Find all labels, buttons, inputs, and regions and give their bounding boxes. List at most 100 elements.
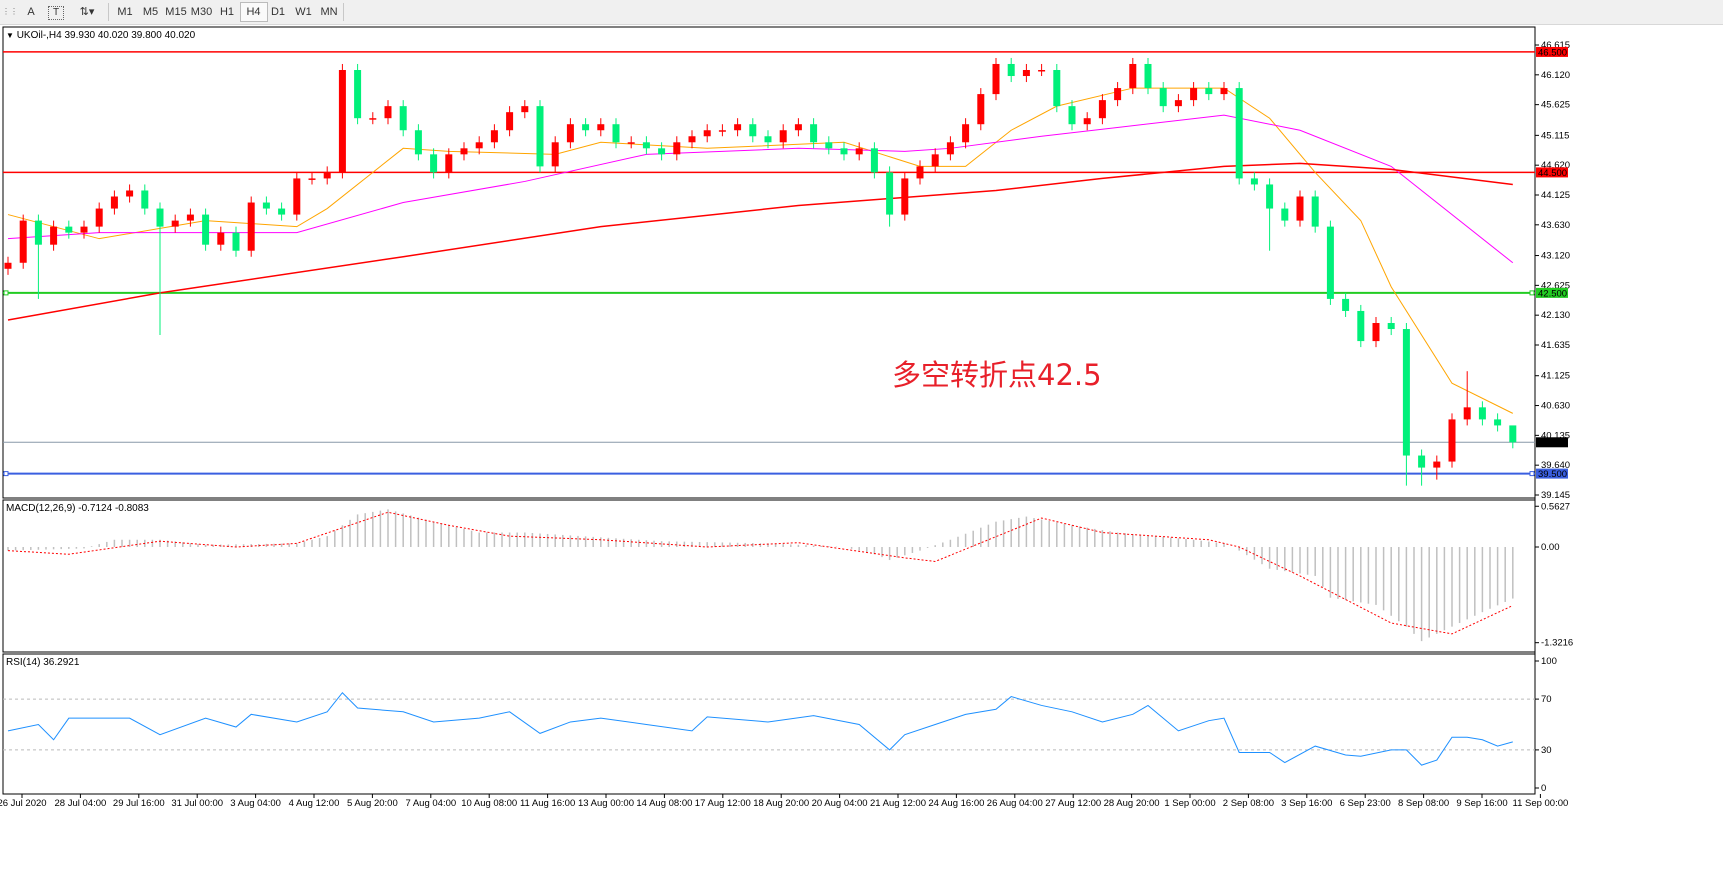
rsi-tick-label: 70 <box>1541 694 1552 705</box>
candle <box>1144 57 1152 95</box>
time-tick-label: 11 Sep 00:00 <box>1512 798 1568 809</box>
candle <box>1433 455 1441 480</box>
candle-body <box>1159 88 1167 107</box>
candle <box>1387 316 1395 336</box>
candle-body <box>521 106 529 113</box>
candle-body <box>1235 88 1243 179</box>
candle-body <box>1250 178 1258 185</box>
candle-body <box>1281 208 1289 221</box>
candle <box>1205 82 1213 101</box>
candle <box>1418 449 1426 486</box>
ma-mid-line <box>7 114 1514 264</box>
candle <box>110 190 118 215</box>
candle <box>95 202 103 233</box>
candle-body <box>95 208 103 227</box>
candle-body <box>627 142 635 144</box>
toolbar: ⋮⋮ A T ⇅▾ M1 M5 M15 M30 H1 H4 D1 W1 MN <box>0 0 1723 25</box>
candle-body <box>19 220 27 263</box>
candle-body <box>1022 69 1030 77</box>
price-tick-label: 43.120 <box>1541 251 1570 262</box>
candle-body <box>141 190 149 209</box>
candle <box>749 118 757 143</box>
macd-signal-line <box>7 511 1514 635</box>
candle <box>1509 425 1517 449</box>
time-tick-label: 6 Sep 23:00 <box>1340 798 1391 809</box>
candle-body <box>1007 63 1015 77</box>
timeframe-w1[interactable]: W1 <box>295 6 312 18</box>
candle <box>566 118 574 149</box>
timeframe-m15[interactable]: M15 <box>165 6 187 18</box>
price-tick-label: 42.130 <box>1541 310 1570 321</box>
rsi-tick-label: 30 <box>1541 745 1552 756</box>
candle-body <box>688 136 696 143</box>
candle <box>1372 316 1380 348</box>
candle <box>1114 82 1122 107</box>
timeframe-d1[interactable]: D1 <box>270 6 286 18</box>
candle <box>445 148 453 179</box>
pane-frame-0 <box>2 26 1536 499</box>
candle-body <box>1068 106 1076 125</box>
candle-body <box>551 142 559 167</box>
candle-body <box>794 124 802 131</box>
candle-body <box>764 136 772 143</box>
candle <box>1129 57 1137 95</box>
candle <box>1478 401 1486 426</box>
candle-body <box>1296 196 1304 221</box>
crosshair-grid-icon[interactable]: ⋮⋮ <box>2 7 18 16</box>
chart-annotation: 多空转折点42.5 <box>892 358 1102 392</box>
triangle-down-icon[interactable]: ▼ <box>6 31 14 40</box>
time-tick-label: 3 Aug 04:00 <box>230 798 281 809</box>
time-tick-label: 21 Aug 12:00 <box>870 798 926 809</box>
current-price-label: 40.020 <box>1538 438 1567 449</box>
candle <box>886 166 894 227</box>
candle <box>338 63 346 179</box>
price-tick-label: 44.620 <box>1541 160 1570 171</box>
level-44-500-label: 44.500 <box>1538 168 1567 179</box>
candle <box>1159 82 1167 113</box>
macd-tick-label: 0.00 <box>1541 542 1560 553</box>
candle <box>490 124 498 149</box>
candle <box>1296 190 1304 227</box>
candle-body <box>886 172 894 215</box>
candle <box>384 100 392 125</box>
candle-body <box>1266 184 1274 209</box>
candle <box>262 196 270 215</box>
candle-body <box>34 220 42 245</box>
price-tick-label: 44.125 <box>1541 190 1570 201</box>
level-44-500-tag <box>1536 167 1568 178</box>
arrows-icon[interactable]: ⇅▾ <box>79 6 95 18</box>
candle <box>597 118 605 137</box>
candle <box>1174 94 1182 113</box>
candle <box>658 142 666 161</box>
level-42-500-label: 42.500 <box>1538 288 1567 299</box>
candle-body <box>430 154 438 173</box>
candle <box>1007 57 1015 83</box>
timeframe-m30[interactable]: M30 <box>190 6 213 18</box>
line-handle <box>3 290 9 296</box>
time-tick-label: 13 Aug 00:00 <box>578 798 634 809</box>
price-tick-label: 46.120 <box>1541 70 1570 81</box>
text-icon[interactable]: A <box>27 6 35 18</box>
macd-label: MACD(12,26,9) -0.7124 -0.8083 <box>6 503 149 514</box>
price-tick-label: 39.145 <box>1541 490 1570 501</box>
candle <box>551 136 559 173</box>
timeframe-h1[interactable]: H1 <box>219 6 235 18</box>
text-label-icon[interactable]: T <box>48 6 64 20</box>
candle <box>1463 371 1471 426</box>
candle <box>50 220 58 251</box>
time-tick-label: 3 Sep 16:00 <box>1281 798 1332 809</box>
timeframe-mn[interactable]: MN <box>320 6 338 18</box>
time-tick-label: 2 Sep 08:00 <box>1223 798 1274 809</box>
candle <box>1220 82 1228 101</box>
candle-body <box>4 262 12 269</box>
candle-body <box>399 106 407 131</box>
timeframe-m1[interactable]: M1 <box>117 6 133 18</box>
timeframe-h4[interactable]: H4 <box>239 2 268 22</box>
candle <box>703 124 711 143</box>
candle-body <box>1387 323 1395 330</box>
candle <box>1022 63 1030 83</box>
timeframe-m5[interactable]: M5 <box>142 6 159 18</box>
candle-body <box>1174 100 1182 107</box>
price-tick-label: 39.640 <box>1541 460 1570 471</box>
